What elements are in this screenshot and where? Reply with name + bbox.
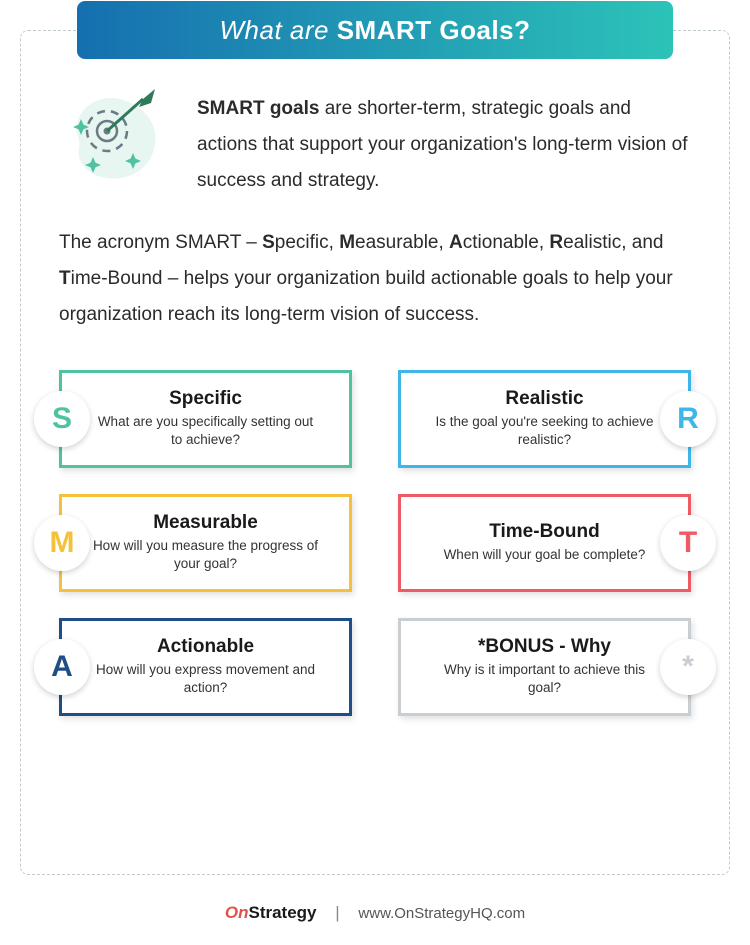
card-specific: SSpecificWhat are you specifically setti… bbox=[59, 370, 352, 468]
badge-letter: M bbox=[34, 515, 90, 571]
badge-letter: R bbox=[660, 391, 716, 447]
card-title: *BONUS - Why bbox=[478, 636, 611, 658]
badge-letter: T bbox=[660, 515, 716, 571]
intro-lead-bold: SMART goals bbox=[197, 98, 319, 119]
card-actionable: AActionableHow will you express movement… bbox=[59, 618, 352, 716]
intro-paragraph: SMART goals are shorter-term, strategic … bbox=[197, 85, 691, 199]
acronym-paragraph: The acronym SMART – Specific, Measurable… bbox=[59, 225, 691, 333]
infographic-frame: What are SMART Goals? bbox=[20, 30, 730, 875]
badge-letter: * bbox=[660, 639, 716, 695]
badge-letter: S bbox=[34, 391, 90, 447]
card-realistic: RRealisticIs the goal you're seeking to … bbox=[398, 370, 691, 468]
footer-url: www.OnStrategyHQ.com bbox=[358, 905, 525, 922]
card-subtitle: When will your goal be complete? bbox=[444, 546, 646, 564]
card-title: Realistic bbox=[505, 388, 583, 410]
title-bar: What are SMART Goals? bbox=[77, 1, 673, 59]
card-title: Actionable bbox=[157, 636, 254, 658]
card-subtitle: How will you express movement and action… bbox=[92, 661, 319, 697]
card-title: Time-Bound bbox=[489, 521, 599, 543]
cards-grid: SSpecificWhat are you specifically setti… bbox=[59, 370, 691, 716]
brand-strategy: Strategy bbox=[248, 903, 316, 922]
card-time-bound: TTime-BoundWhen will your goal be comple… bbox=[398, 494, 691, 592]
card-measurable: MMeasurableHow will you measure the prog… bbox=[59, 494, 352, 592]
card-subtitle: How will you measure the progress of you… bbox=[92, 537, 319, 573]
target-arrow-stars-icon bbox=[59, 85, 169, 185]
footer: OnStrategy | www.OnStrategyHQ.com bbox=[0, 903, 750, 923]
card-title: Specific bbox=[169, 388, 242, 410]
intro-row: SMART goals are shorter-term, strategic … bbox=[59, 85, 691, 199]
title-prefix: What are bbox=[219, 15, 329, 46]
card-subtitle: What are you specifically setting out to… bbox=[92, 413, 319, 449]
card-title: Measurable bbox=[153, 512, 258, 534]
brand-on: On bbox=[225, 903, 249, 922]
card-subtitle: Why is it important to achieve this goal… bbox=[431, 661, 658, 697]
badge-letter: A bbox=[34, 639, 90, 695]
footer-separator: | bbox=[335, 903, 339, 922]
card--bonus-why: **BONUS - WhyWhy is it important to achi… bbox=[398, 618, 691, 716]
card-subtitle: Is the goal you're seeking to achieve re… bbox=[431, 413, 658, 449]
title-main: SMART Goals? bbox=[337, 15, 531, 46]
